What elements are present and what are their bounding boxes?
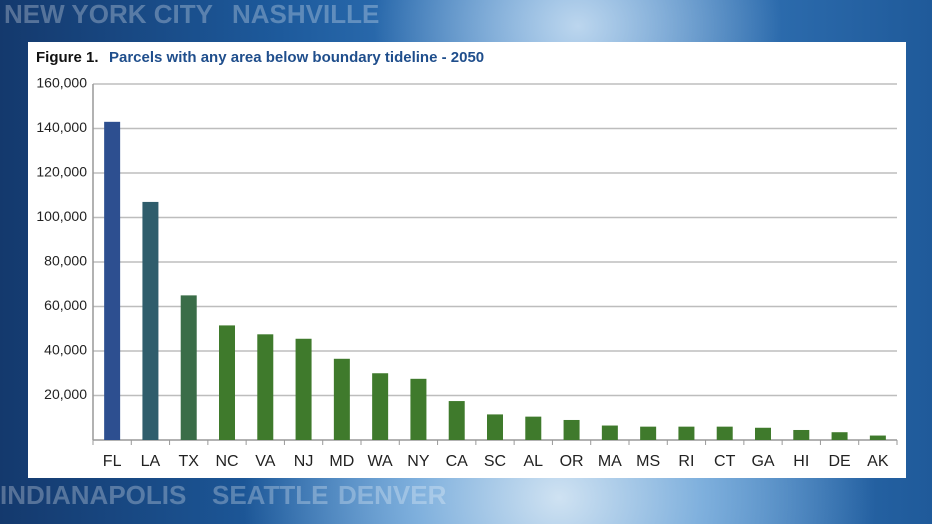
bar bbox=[755, 427, 771, 440]
bar bbox=[487, 414, 503, 440]
bar bbox=[793, 429, 810, 440]
x-tick-label: TX bbox=[178, 453, 199, 470]
figure-label: Figure 1. bbox=[36, 49, 99, 66]
y-tick-label: 60,000 bbox=[44, 297, 87, 313]
bar bbox=[219, 325, 235, 440]
bar bbox=[640, 426, 657, 440]
x-tick-label: FL bbox=[103, 453, 122, 470]
bar bbox=[678, 426, 695, 440]
x-tick-label: MS bbox=[636, 453, 660, 470]
bar bbox=[257, 334, 274, 440]
x-tick-label: OR bbox=[560, 453, 584, 470]
x-tick-label: LA bbox=[141, 453, 161, 470]
x-tick-label: NC bbox=[215, 453, 238, 470]
bar bbox=[333, 358, 350, 440]
bar bbox=[104, 121, 121, 440]
chart-title: Parcels with any area below boundary tid… bbox=[109, 49, 484, 66]
y-tick-label: 140,000 bbox=[36, 119, 87, 135]
x-tick-label: GA bbox=[751, 453, 774, 470]
y-tick-label: 80,000 bbox=[44, 253, 87, 269]
bar bbox=[448, 401, 465, 440]
x-tick-label: AL bbox=[523, 453, 543, 470]
bar bbox=[831, 432, 848, 440]
x-tick-label: NY bbox=[407, 453, 430, 470]
x-tick-label: HI bbox=[793, 453, 809, 470]
y-tick-label: 120,000 bbox=[36, 164, 87, 180]
x-tick-label: VA bbox=[255, 453, 275, 470]
x-tick-label: CT bbox=[714, 453, 736, 470]
y-tick-label: 20,000 bbox=[44, 386, 87, 402]
bar bbox=[716, 426, 733, 440]
bar bbox=[601, 425, 618, 440]
x-tick-label: NJ bbox=[294, 453, 314, 470]
background-label: SEATTLE bbox=[212, 480, 329, 510]
x-tick-label: RI bbox=[678, 453, 694, 470]
bar bbox=[180, 295, 197, 440]
y-tick-label: 100,000 bbox=[36, 208, 87, 224]
bar bbox=[525, 416, 542, 440]
x-tick-label: WA bbox=[368, 453, 394, 470]
background-label: DENVER bbox=[338, 480, 447, 510]
y-tick-label: 40,000 bbox=[44, 342, 87, 358]
bar bbox=[295, 338, 312, 440]
bar bbox=[563, 419, 580, 440]
x-tick-label: MA bbox=[598, 453, 622, 470]
x-tick-label: AK bbox=[867, 453, 889, 470]
x-tick-label: MD bbox=[329, 453, 354, 470]
bar bbox=[142, 201, 159, 440]
x-tick-label: SC bbox=[484, 453, 506, 470]
background-label: INDIANAPOLIS bbox=[0, 480, 186, 510]
chart-panel bbox=[28, 42, 906, 478]
background-label: NEW YORK CITY bbox=[4, 0, 213, 29]
background-label: NASHVILLE bbox=[232, 0, 379, 29]
bar bbox=[372, 373, 389, 440]
x-tick-label: CA bbox=[446, 453, 469, 470]
bar bbox=[410, 378, 427, 440]
x-tick-label: DE bbox=[828, 453, 850, 470]
y-tick-label: 160,000 bbox=[36, 75, 87, 91]
bar bbox=[869, 435, 886, 440]
